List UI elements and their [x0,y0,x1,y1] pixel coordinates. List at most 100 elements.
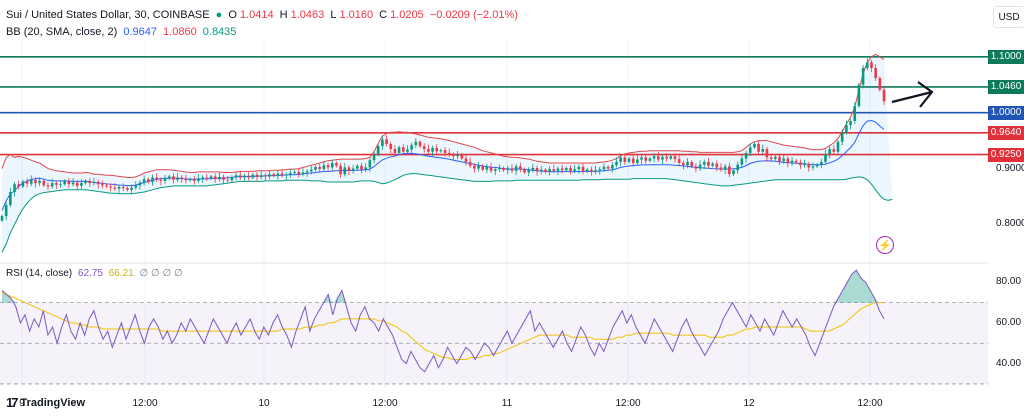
candle [414,138,418,149]
candle [711,161,714,168]
candle [243,173,246,182]
horizontal-levels [0,55,988,156]
rsi-ma-line [1,291,884,360]
candle [293,170,296,175]
candle [464,155,468,166]
candle [268,170,271,180]
candle [393,145,397,156]
bb-lower-value: 0.8435 [202,26,237,38]
arrow-annotation [891,81,934,108]
candle [828,146,831,159]
candle [824,149,827,165]
x-axis-tick-label: 12:00 [132,398,158,409]
candle [431,145,434,157]
rsi-header: RSI (14, close) 62.75 66.21 ∅ ∅ ∅ ∅ [6,268,186,279]
candle [840,129,844,146]
rsi-overbought-fill [861,278,866,303]
candle [84,179,87,185]
candle [715,160,719,172]
candle [702,159,706,170]
candle [397,145,401,155]
candle [849,118,852,130]
lightning-icon[interactable]: ⚡ [876,236,894,254]
candle [9,187,12,208]
chart-grid [0,40,988,388]
candle [360,162,363,174]
change-value: −0.0209 (−2.01%) [429,9,518,21]
candle [468,157,472,169]
candle [226,176,230,184]
candle [594,165,597,175]
candle [29,175,33,187]
candle [748,143,752,156]
candle [598,166,602,175]
candle [406,145,409,155]
candle [782,154,785,164]
candle [439,148,443,153]
candle [836,140,840,154]
candle [276,170,280,180]
candle [447,148,451,157]
tradingview-logo[interactable]: 17 TradingView [6,395,85,410]
candle [493,166,497,176]
symbol-title[interactable]: Sui / United States Dollar, 30, COINBASE [6,9,210,21]
candle [878,76,882,92]
candle [552,164,556,174]
candle [188,177,192,182]
candle [234,172,238,181]
candle [606,165,610,171]
candle [305,169,309,177]
candle [740,154,744,167]
candle [347,165,351,176]
candle [736,161,739,174]
candle [259,170,263,180]
candle [811,162,815,171]
rsi-overbought-fill [11,298,16,303]
candle [677,154,681,166]
candle [531,163,535,173]
candle [201,175,204,183]
candle [565,166,568,172]
rsi-line [1,269,885,373]
candle [88,177,92,187]
candle [473,163,476,173]
candle [832,145,836,155]
candle [774,155,777,161]
candle [535,165,539,176]
candle [401,144,405,156]
candle [619,155,622,167]
candle [682,160,685,170]
candle [481,164,485,172]
x-axis-tick-label: 12:00 [615,398,641,409]
x-axis-tick-label: 12 [743,398,755,409]
candle [335,161,338,168]
candle [502,166,505,172]
candle [339,162,342,178]
candle [50,178,54,189]
candle [460,152,464,161]
rsi-overbought-fill [856,270,862,303]
level-price-label: 0.9250 [988,147,1024,162]
candle [113,183,117,192]
candle [652,153,656,163]
candle [815,162,819,169]
candle [0,214,4,223]
candle [865,57,869,71]
y-axis-tick-label: 0.8000 [996,218,1024,230]
rsi-label[interactable]: RSI (14, close) [6,268,73,279]
candle [631,155,635,167]
candle [857,83,861,108]
candle [665,153,668,162]
candle [251,173,255,180]
currency-button[interactable]: USD [993,6,1024,28]
candle [385,135,388,147]
bb-label[interactable]: BB (20, SMA, close, 2) [6,26,118,38]
candle [498,164,501,173]
candle [71,178,75,187]
candle [690,160,694,169]
candle [627,156,631,164]
candle [602,163,606,173]
candle [686,158,689,169]
candle [180,175,184,183]
